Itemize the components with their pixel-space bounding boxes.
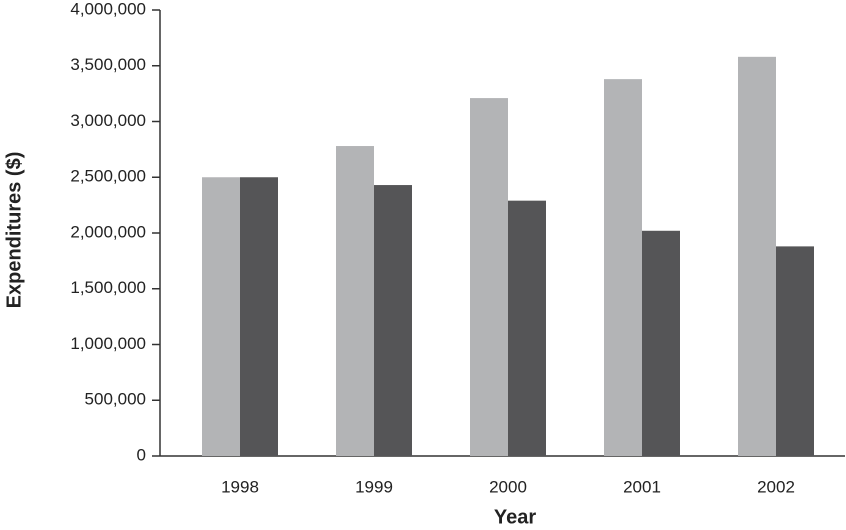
y-tick-label: 3,500,000 xyxy=(70,55,146,74)
bar xyxy=(336,146,374,456)
y-tick-label: 1,500,000 xyxy=(70,278,146,297)
bar xyxy=(776,246,814,456)
bar xyxy=(202,177,240,456)
y-tick-label: 4,000,000 xyxy=(70,0,146,18)
bar xyxy=(240,177,278,456)
x-tick-label: 1999 xyxy=(355,477,393,496)
x-tick-label: 2000 xyxy=(489,477,527,496)
x-tick-label: 1998 xyxy=(221,477,259,496)
y-tick-label: 1,000,000 xyxy=(70,334,146,353)
x-tick-label: 2002 xyxy=(757,477,795,496)
bar xyxy=(738,56,776,457)
bar xyxy=(642,230,680,456)
y-tick-label: 0 xyxy=(137,445,146,464)
x-axis-title: Year xyxy=(494,506,536,528)
x-tick-label: 2001 xyxy=(623,477,661,496)
bar xyxy=(508,200,546,456)
y-tick-label: 3,000,000 xyxy=(70,111,146,130)
bar xyxy=(374,185,412,456)
bar xyxy=(470,98,508,457)
y-tick-label: 2,500,000 xyxy=(70,167,146,186)
y-tick-label: 500,000 xyxy=(85,390,146,409)
y-tick-label: 2,000,000 xyxy=(70,222,146,241)
bar xyxy=(604,79,642,456)
y-axis-title: Expenditures ($) xyxy=(3,152,25,309)
